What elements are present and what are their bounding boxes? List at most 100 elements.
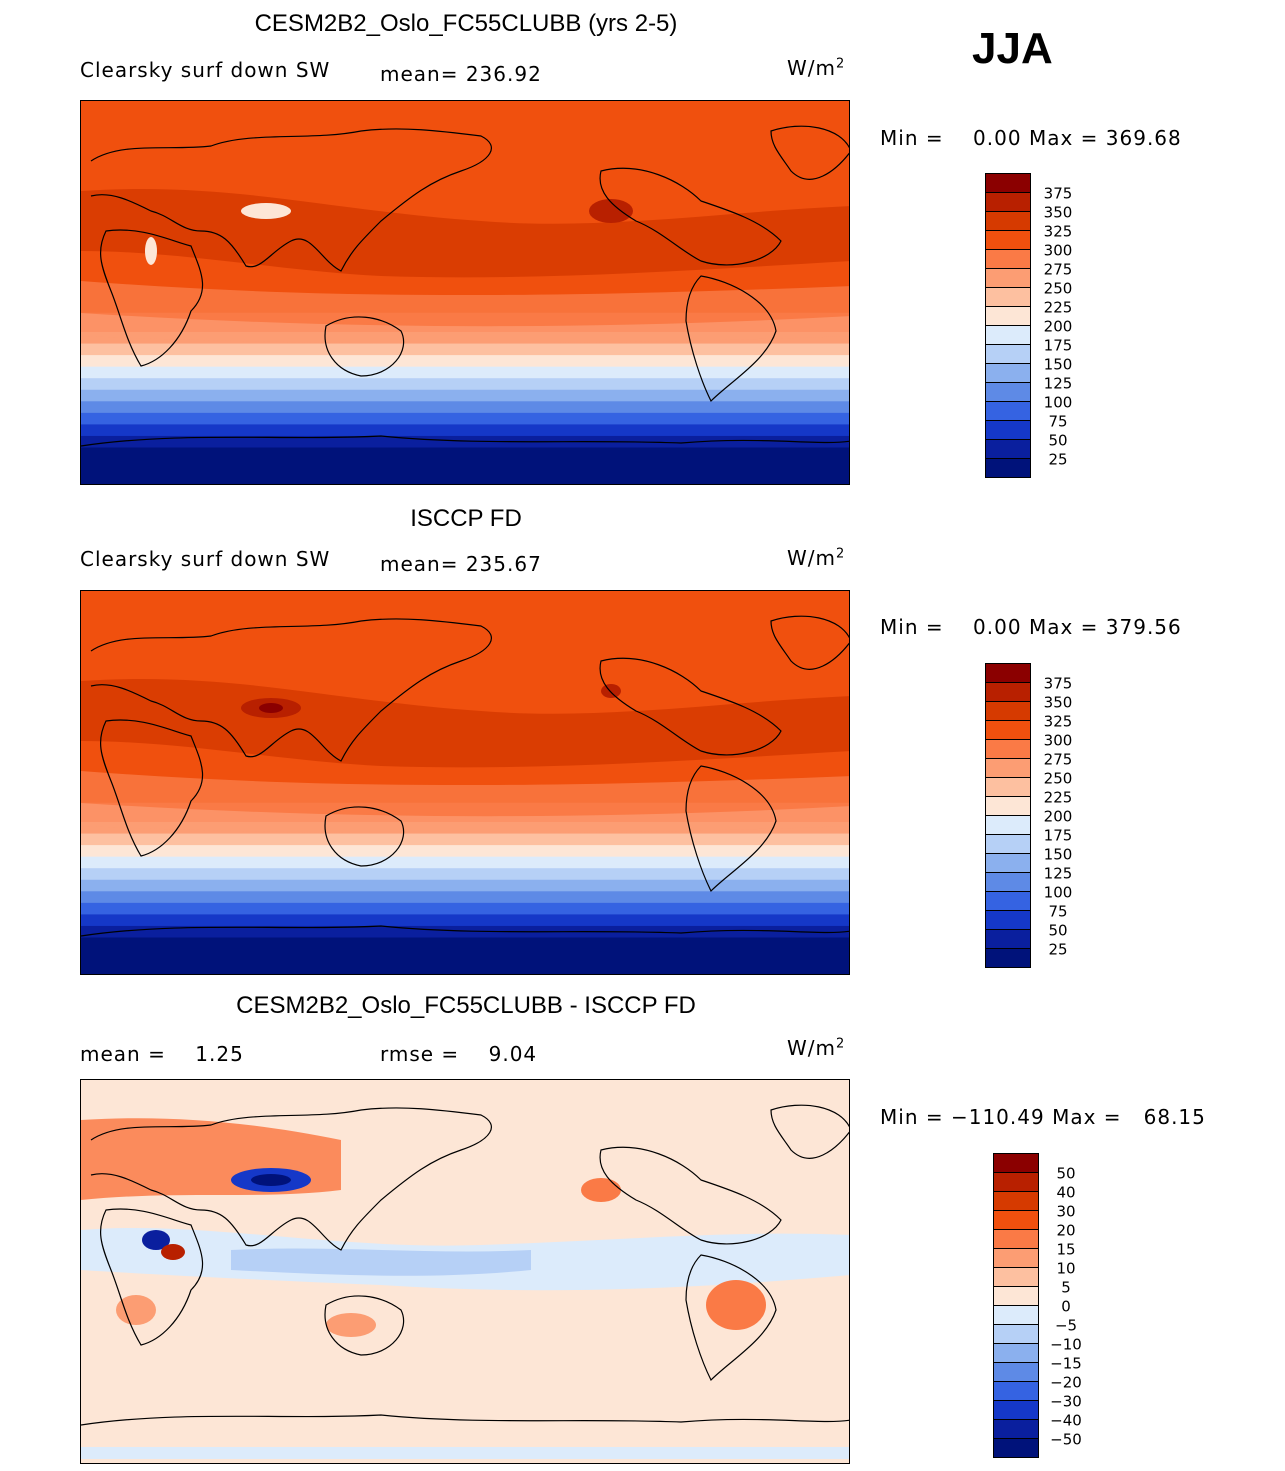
panel-2-map <box>80 590 850 975</box>
panel-3-units: W/m2 <box>787 1036 846 1060</box>
field-region <box>81 313 849 344</box>
colorbar-box <box>985 872 1031 892</box>
field-region <box>231 1248 531 1276</box>
coastline <box>81 1414 849 1426</box>
colorbar-label: −20 <box>1050 1374 1082 1392</box>
coastline <box>685 1254 777 1382</box>
colorbar-box <box>985 192 1031 212</box>
panel-1-min-label: Min = <box>880 126 944 150</box>
field-band <box>81 366 849 380</box>
panel-1-max-value: 369.68 <box>1105 126 1182 150</box>
colorbar-label: 75 <box>1048 413 1067 431</box>
colorbar-box <box>985 929 1031 949</box>
colorbar-label: 350 <box>1044 204 1073 222</box>
colorbar-label: 50 <box>1048 922 1067 940</box>
colorbar-box <box>985 173 1031 193</box>
colorbar-label: 225 <box>1044 299 1073 317</box>
field-band <box>81 355 849 368</box>
field-band <box>81 412 849 426</box>
panel-3-mean: mean = 1.25 <box>80 1042 244 1066</box>
colorbar-box <box>985 815 1031 835</box>
colorbar-label: 250 <box>1044 770 1073 788</box>
colorbar-box <box>985 910 1031 930</box>
coastline <box>324 316 405 377</box>
colorbar-label: 40 <box>1056 1184 1075 1202</box>
colorbar-label: 75 <box>1048 903 1067 921</box>
panel-1-min-value: 0.00 <box>973 126 1022 150</box>
colorbar-label: −15 <box>1050 1355 1082 1373</box>
colorbar-label: 200 <box>1044 808 1073 826</box>
panel-3-min-label: Min = <box>880 1105 944 1129</box>
panel-3-min-value: −110.49 <box>950 1105 1045 1129</box>
colorbar-box <box>993 1343 1039 1363</box>
field-spot <box>161 1244 185 1260</box>
coastline <box>599 657 782 756</box>
field-spot <box>259 703 283 713</box>
colorbar-box <box>985 325 1031 345</box>
coastline <box>770 615 849 670</box>
panel-3-rmse: rmse = 9.04 <box>380 1042 538 1066</box>
coastline <box>685 275 777 403</box>
colorbar-label: −5 <box>1055 1317 1077 1335</box>
colorbar-box <box>993 1267 1039 1287</box>
colorbar-label: 175 <box>1044 827 1073 845</box>
colorbar-label: −50 <box>1050 1431 1082 1449</box>
panel-2-min-value: 0.00 <box>973 615 1022 639</box>
panel-3-min-max: Min = −110.49 Max = 68.15 <box>880 1105 1206 1129</box>
field-spot <box>601 684 621 698</box>
panel-3-max-label: Max = <box>1052 1105 1122 1129</box>
colorbar-box <box>993 1305 1039 1325</box>
panel-1-max-label: Max = <box>1028 126 1099 150</box>
colorbar-box <box>985 739 1031 759</box>
colorbar-box <box>993 1438 1039 1458</box>
colorbar-box <box>985 777 1031 797</box>
colorbar-label: 300 <box>1044 732 1073 750</box>
colorbar-box <box>985 682 1031 702</box>
field-band <box>81 401 849 414</box>
colorbar-box <box>985 891 1031 911</box>
colorbar-label: 200 <box>1044 318 1073 336</box>
colorbar-box <box>985 948 1031 968</box>
panel-1-title: CESM2B2_Oslo_FC55CLUBB (yrs 2-5) <box>254 10 678 37</box>
colorbar-box <box>985 211 1031 231</box>
colorbar-label: 100 <box>1044 884 1073 902</box>
colorbar-box <box>985 796 1031 816</box>
field-band <box>81 833 849 847</box>
coastline <box>770 1104 849 1159</box>
colorbar-label: −30 <box>1050 1393 1082 1411</box>
colorbar-box <box>985 439 1031 459</box>
colorbar-box <box>993 1229 1039 1249</box>
colorbar-label: 10 <box>1056 1260 1075 1278</box>
field-band <box>81 424 849 437</box>
colorbar-box <box>985 249 1031 269</box>
colorbar-box <box>985 701 1031 721</box>
colorbar-label: 275 <box>1044 751 1073 769</box>
colorbar-label: 20 <box>1056 1222 1075 1240</box>
colorbar-box <box>993 1172 1039 1192</box>
coastline <box>100 1208 204 1346</box>
panel-1-colorbar: 375 350 325 300 275 250 225 200 175 150 125 100 75 50… <box>985 173 1105 483</box>
field-spot <box>581 1178 621 1202</box>
coastline <box>81 435 849 447</box>
colorbar-label: 150 <box>1044 356 1073 374</box>
colorbar-box <box>993 1191 1039 1211</box>
field-band <box>81 879 849 893</box>
colorbar-box <box>985 306 1031 326</box>
field-band <box>81 378 849 391</box>
field-spot <box>706 1280 766 1330</box>
panel-1-units: W/m2 <box>787 56 846 80</box>
field-band <box>81 914 849 927</box>
colorbar-box <box>993 1210 1039 1230</box>
coastline <box>599 167 782 266</box>
field-band <box>81 925 849 939</box>
colorbar-box <box>985 758 1031 778</box>
panel-2-max-label: Max = <box>1028 615 1099 639</box>
panel-1-min-max: Min = 0.00 Max = 369.68 <box>880 126 1182 150</box>
colorbar-box <box>985 663 1031 683</box>
field-spot <box>116 1295 156 1325</box>
field-band <box>81 868 849 881</box>
field-band <box>81 101 849 115</box>
colorbar-box <box>985 834 1031 854</box>
colorbar-box <box>985 287 1031 307</box>
field-spot <box>145 237 157 265</box>
